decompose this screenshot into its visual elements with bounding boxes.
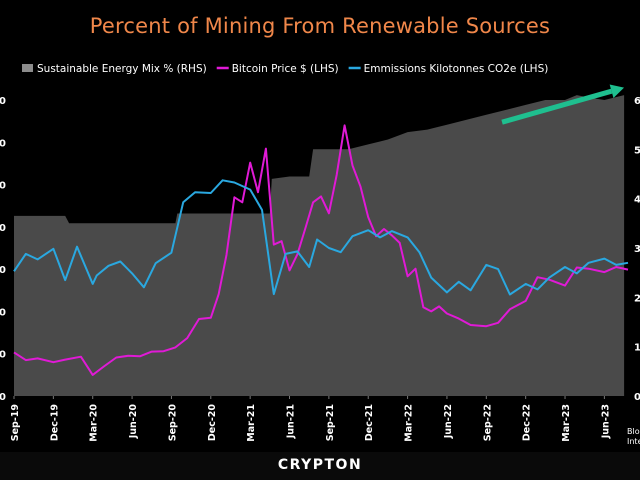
x-tick-label: Sep-19 — [10, 404, 21, 441]
arrow-head-0 — [609, 84, 625, 98]
y-left-tick: 10 — [0, 350, 6, 361]
legend-label-2: Emmissions Kilotonnes CO2e (LHS) — [364, 63, 549, 75]
x-tick-label: Jun-23 — [600, 404, 611, 439]
y-axis-left: 0 10 20 30 40 50 60 70 — [0, 96, 6, 403]
arrow-shaft-0 — [501, 88, 613, 125]
y-right-tick: 30 — [634, 244, 640, 255]
source-line: Inte — [627, 437, 640, 446]
y-left-tick: 40 — [0, 223, 6, 234]
source-note: BloInte — [627, 427, 640, 446]
renewable-area-layer — [14, 95, 625, 396]
brand-logo: CRYPTON — [277, 457, 363, 473]
series-line-1 — [13, 124, 629, 376]
y-left-tick: 70 — [0, 96, 6, 107]
chart-title: Percent of Mining From Renewable Sources — [89, 14, 551, 38]
y-left-tick: 60 — [0, 138, 6, 149]
y-left-tick: 50 — [0, 181, 6, 192]
x-tick-label: Dec-19 — [49, 404, 60, 441]
series-line-2 — [13, 179, 629, 296]
x-tick-label: Mar-23 — [561, 404, 572, 442]
legend-label-0: Sustainable Energy Mix % (RHS) — [37, 63, 207, 75]
y-right-tick: 20 — [634, 293, 640, 304]
x-tick-label: Sep-22 — [482, 404, 493, 441]
footer-bar — [0, 452, 640, 480]
y-left-tick: 20 — [0, 307, 6, 318]
x-tick-label: Sep-20 — [167, 404, 178, 442]
series-area-renewable — [14, 95, 625, 396]
y-right-tick: 40 — [634, 195, 640, 206]
legend-label-1: Bitcoin Price $ (LHS) — [232, 63, 339, 75]
y-right-tick: 0 — [634, 392, 640, 403]
y-left-tick: 30 — [0, 265, 6, 276]
x-tick-label: Mar-21 — [246, 404, 257, 442]
y-left-tick: 0 — [0, 392, 6, 403]
x-tick-label: Dec-22 — [522, 404, 533, 441]
chart-svg: Sustainable Energy Mix % (RHS) Bitcoin Pr… — [0, 63, 640, 446]
y-right-tick: 50 — [634, 145, 640, 156]
x-tick-label: Jun-20 — [128, 404, 139, 440]
x-tick-label: Dec-20 — [207, 404, 218, 442]
x-tick-label: Jun-21 — [286, 404, 297, 439]
line-layer — [13, 124, 629, 376]
x-tick-label: Sep-21 — [325, 404, 336, 441]
y-axis-right: 0 10 20 30 40 50 60 — [634, 96, 640, 403]
y-right-tick: 60 — [634, 96, 640, 107]
y-right-tick: 10 — [634, 343, 640, 354]
legend-swatch-0 — [22, 64, 33, 72]
source-line: Blo — [627, 427, 640, 436]
x-tick-label: Mar-22 — [404, 404, 415, 442]
legend: Sustainable Energy Mix % (RHS) Bitcoin Pr… — [22, 63, 548, 75]
x-tick-label: Mar-20 — [89, 404, 100, 442]
x-axis: Sep-19 Dec-19 Mar-20 Jun-20 Sep-20 Dec-20 Mar-… — [10, 396, 611, 442]
trend-arrow — [501, 84, 625, 125]
x-tick-label: Dec-21 — [364, 404, 375, 441]
x-tick-label: Jun-22 — [443, 404, 454, 439]
